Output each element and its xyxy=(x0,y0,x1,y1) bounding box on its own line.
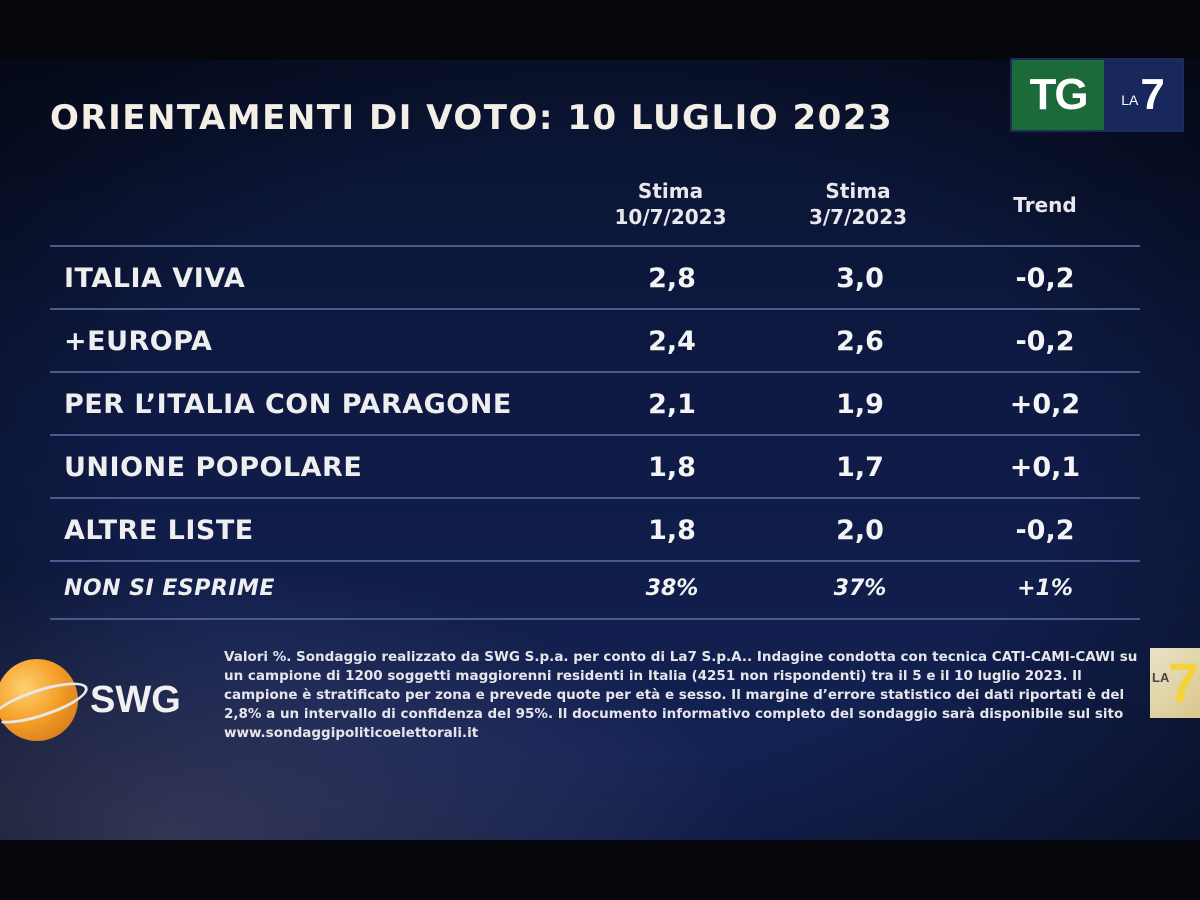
value-current: 38% xyxy=(645,576,699,601)
party-name: PER L’ITALIA CON PARAGONE xyxy=(64,389,512,420)
page-title: ORIENTAMENTI DI VOTO: 10 LUGLIO 2023 xyxy=(50,98,894,138)
column-header-current: Stima 10/7/2023 xyxy=(598,178,743,230)
methodology-note: Valori %. Sondaggio realizzato da SWG S.… xyxy=(224,648,1144,743)
value-current: 2,8 xyxy=(648,263,696,294)
value-previous: 1,7 xyxy=(836,452,884,483)
value-previous: 3,0 xyxy=(836,263,884,294)
column-header-current-line2: 10/7/2023 xyxy=(614,205,727,229)
value-current: 2,1 xyxy=(648,389,696,420)
la7-corner-logo: LA 7 xyxy=(1150,648,1200,718)
value-previous: 2,6 xyxy=(836,326,884,357)
logo-seven-text: 7 xyxy=(1140,70,1165,119)
value-trend: +0,2 xyxy=(1009,389,1081,420)
value-current: 2,4 xyxy=(648,326,696,357)
methodology-text: Valori %. Sondaggio realizzato da SWG S.… xyxy=(224,649,1138,722)
column-header-previous-line2: 3/7/2023 xyxy=(808,205,908,229)
value-trend: +0,1 xyxy=(1009,452,1081,483)
table-row: PER L’ITALIA CON PARAGONE 2,1 1,9 +0,2 xyxy=(50,371,1140,434)
value-current: 1,8 xyxy=(648,452,696,483)
value-previous: 2,0 xyxy=(836,515,884,546)
swg-logo-text: SWG xyxy=(90,678,181,721)
swg-logo: SWG xyxy=(0,655,210,745)
value-trend: -0,2 xyxy=(1015,515,1075,546)
column-header-trend: Trend xyxy=(1013,193,1077,217)
value-previous: 1,9 xyxy=(836,389,884,420)
table-row: UNIONE POPOLARE 1,8 1,7 +0,1 xyxy=(50,434,1140,497)
value-current: 1,8 xyxy=(648,515,696,546)
party-name: NON SI ESPRIME xyxy=(64,576,275,601)
value-trend: +1% xyxy=(1017,576,1073,601)
logo-la7: LA 7 xyxy=(1104,60,1182,130)
party-name: UNIONE POPOLARE xyxy=(64,452,363,483)
tg-la7-logo: TG LA 7 xyxy=(1010,58,1184,132)
swg-globe-icon xyxy=(0,659,78,741)
logo-tg-text: TG xyxy=(1012,60,1104,130)
party-name: ITALIA VIVA xyxy=(64,263,246,294)
table-row: +EUROPA 2,4 2,6 -0,2 xyxy=(50,308,1140,371)
corner-la-text: LA xyxy=(1152,670,1170,685)
column-header-previous: Stima 3/7/2023 xyxy=(788,178,928,230)
table-row-non-si-esprime: NON SI ESPRIME 38% 37% +1% xyxy=(50,560,1140,620)
party-name: ALTRE LISTE xyxy=(64,515,254,546)
column-header-previous-line1: Stima xyxy=(825,179,891,203)
table-row: ALTRE LISTE 1,8 2,0 -0,2 xyxy=(50,497,1140,560)
logo-la-text: LA xyxy=(1121,92,1139,108)
corner-seven-text: 7 xyxy=(1168,651,1200,714)
column-header-current-line1: Stima xyxy=(637,179,704,203)
poll-table: ITALIA VIVA 2,8 3,0 -0,2 +EUROPA 2,4 2,6… xyxy=(50,245,1140,620)
value-previous: 37% xyxy=(833,576,887,601)
value-trend: -0,2 xyxy=(1015,326,1075,357)
value-trend: -0,2 xyxy=(1015,263,1075,294)
table-row: ITALIA VIVA 2,8 3,0 -0,2 xyxy=(50,245,1140,308)
methodology-url: www.sondaggipoliticoelettorali.it xyxy=(224,725,479,741)
party-name: +EUROPA xyxy=(64,326,213,357)
